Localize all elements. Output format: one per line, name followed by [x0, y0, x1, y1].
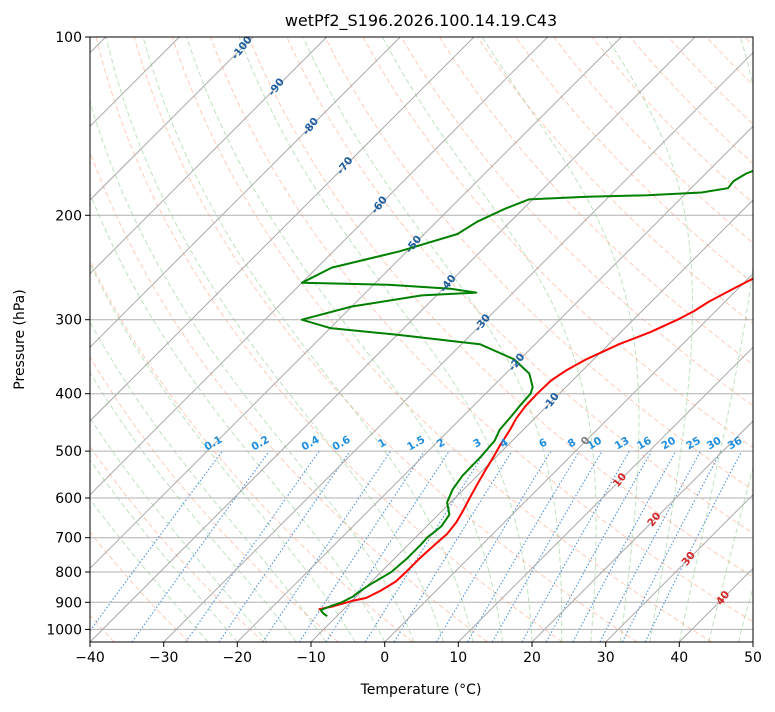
y-tick-label: 1000: [46, 622, 82, 638]
y-tick-label: 500: [55, 444, 82, 460]
x-tick-label: −40: [75, 650, 105, 666]
x-tick-label: 50: [744, 650, 762, 666]
x-tick-label: 30: [597, 650, 615, 666]
y-tick-label: 800: [55, 565, 82, 581]
y-tick-label: 600: [55, 491, 82, 507]
y-tick-label: 400: [55, 387, 82, 403]
chart-title: wetPf2_S196.2026.100.14.19.C43: [285, 11, 557, 31]
x-tick-label: −30: [149, 650, 179, 666]
y-tick-label: 200: [55, 208, 82, 224]
x-tick-label: 0: [380, 650, 389, 666]
x-tick-label: 40: [670, 650, 688, 666]
y-tick-label: 300: [55, 313, 82, 329]
x-tick-label: −20: [223, 650, 253, 666]
plot-background: [90, 37, 753, 642]
x-tick-label: 10: [449, 650, 467, 666]
y-axis-label: Pressure (hPa): [12, 289, 28, 389]
x-axis-label: Temperature (°C): [360, 682, 482, 698]
y-tick-label: 100: [55, 30, 82, 46]
x-tick-label: 20: [523, 650, 541, 666]
x-tick-label: −10: [296, 650, 326, 666]
y-tick-label: 900: [55, 595, 82, 611]
y-tick-label: 700: [55, 531, 82, 547]
